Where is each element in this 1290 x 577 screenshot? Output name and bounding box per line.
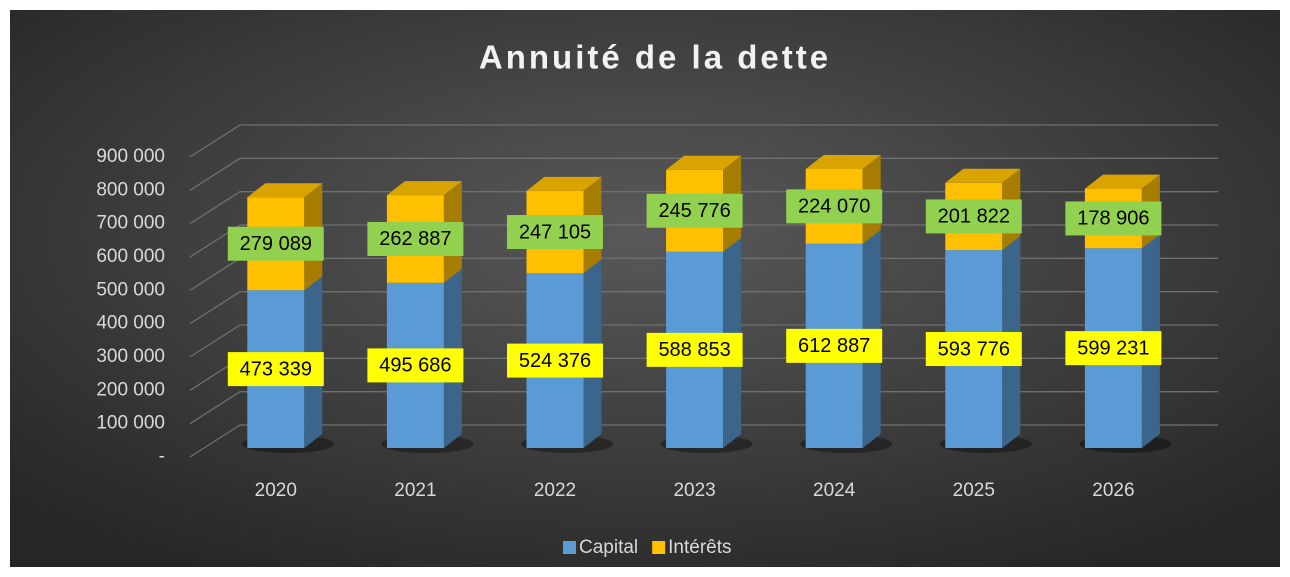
data-label-box [1065,201,1162,236]
bar-top [386,181,462,196]
y-tick-label: 100 000 [96,413,165,434]
y-tick-label: 600 000 [96,246,165,267]
data-label: 178 906 [1077,208,1149,230]
data-label-box [507,343,603,378]
grid-line [189,157,1218,191]
data-label: 224 070 [798,196,870,218]
y-tick-label: 500 000 [96,279,165,300]
x-tick-label: 2026 [1092,480,1134,501]
y-tick-label: 400 000 [96,313,165,334]
bar-top [945,168,1021,183]
data-label-box [646,332,743,367]
x-tick-label: 2024 [813,480,856,501]
y-tick-label: 700 000 [96,213,165,234]
data-label: 495 686 [379,355,451,377]
data-label: 262 887 [379,228,451,250]
grid-line [189,124,1218,158]
data-label: 473 339 [240,358,312,380]
x-tick-label: 2021 [394,480,436,501]
grid-line [189,191,1218,225]
data-label-box [367,221,464,256]
data-label-box [786,328,883,363]
grid-line [189,224,1218,258]
data-label: 612 887 [798,335,870,357]
x-tick-label: 2023 [673,480,715,501]
data-label-box [925,332,1022,367]
data-label: 599 231 [1077,337,1149,359]
bar-top [805,155,881,170]
data-label-box [925,199,1022,234]
y-tick-label: 200 000 [96,379,165,400]
data-label: 588 853 [658,339,730,361]
data-label-box [507,215,603,250]
grid-line [189,324,1218,358]
x-tick-label: 2020 [255,480,297,501]
data-label: 279 089 [240,233,312,255]
x-tick-label: 2022 [534,480,576,501]
y-tick-label: 900 000 [96,146,165,167]
grid-line [189,391,1218,425]
data-label: 593 776 [938,338,1010,360]
legend-label: Intérêts [668,537,731,558]
data-label-box [227,226,324,261]
grid-line [189,424,1218,458]
chart-title: Annuité de la dette [479,39,831,76]
y-tick-label: 300 000 [96,346,165,367]
data-label-box [227,352,324,387]
data-label: 524 376 [519,350,591,372]
grid-line [189,291,1218,325]
x-tick-label: 2025 [953,480,995,501]
bar-top [666,155,742,170]
data-label: 247 105 [519,221,591,243]
data-label: 201 822 [938,206,1010,228]
legend-swatch [563,541,576,554]
bar-top [1084,174,1160,189]
data-label-box [786,189,883,224]
data-label: 245 776 [658,200,730,222]
y-tick-label: - [159,446,165,467]
chart-background [10,10,1280,567]
legend-swatch [652,541,666,554]
data-label-box [646,193,743,228]
bar-top [526,176,602,191]
data-label-box [1065,331,1162,366]
bar-top [247,183,323,198]
data-label-box [367,348,464,383]
y-tick-label: 800 000 [96,179,165,200]
legend-label: Capital [579,537,638,558]
